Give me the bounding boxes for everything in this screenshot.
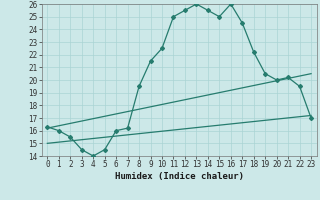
X-axis label: Humidex (Indice chaleur): Humidex (Indice chaleur) — [115, 172, 244, 181]
